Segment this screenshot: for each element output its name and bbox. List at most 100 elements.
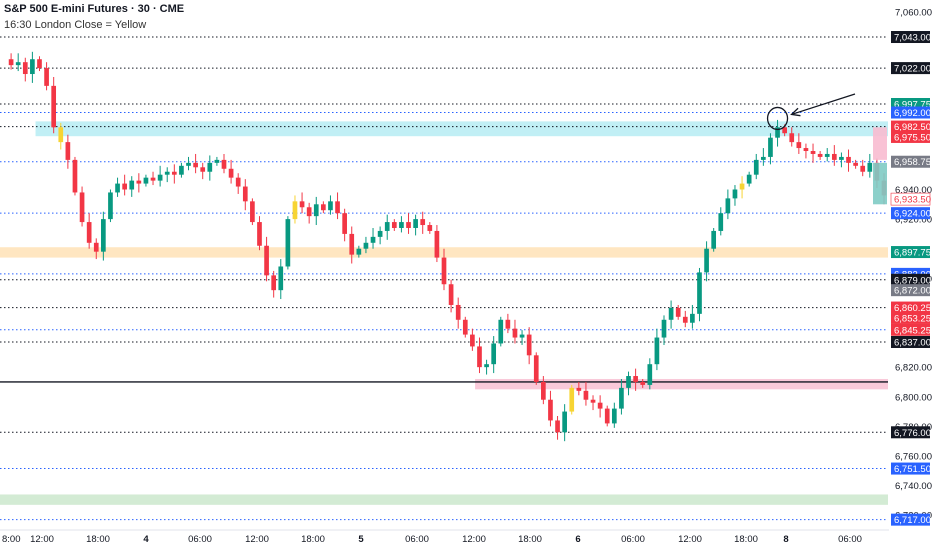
time-tick-label: 12:00	[245, 534, 269, 545]
candle-body-65	[462, 319, 468, 335]
price-tag-label-11: 6,879.00	[894, 275, 931, 286]
price-tick-label: 6,940.00	[895, 185, 932, 196]
time-tick-label: 06:00	[188, 534, 212, 545]
time-tick-label: 8	[783, 534, 788, 545]
candle-body-2	[15, 62, 21, 66]
candle-body-54	[384, 222, 390, 231]
candle-body-53	[377, 230, 383, 237]
time-tick-label: 06:00	[838, 534, 862, 545]
price-tag-5	[891, 130, 930, 143]
candle-body-37	[264, 245, 269, 276]
time-tick-label: 8:00	[2, 534, 21, 545]
candle-body-92	[654, 337, 660, 365]
candle-body-57	[406, 222, 411, 228]
price-tag-label-14: 6,853.25	[894, 313, 931, 324]
price-tag-12	[891, 284, 930, 297]
candle-body-44	[313, 204, 319, 217]
price-tag-14	[891, 311, 930, 324]
candle-body-69	[491, 343, 497, 365]
chart-subtitle: 16:30 London Close = Yellow	[4, 19, 147, 31]
candle-body-97	[690, 313, 695, 323]
candle-body-18	[129, 180, 135, 190]
price-tag-7	[890, 192, 931, 206]
price-tag-label-6: 6,958.75	[894, 157, 931, 168]
candle-body-52	[370, 236, 376, 243]
price-tag-13	[891, 301, 930, 314]
candle-body-46	[328, 201, 333, 211]
candle-body-99	[704, 248, 709, 273]
candle-body-68	[484, 364, 489, 368]
price-tag-label-12: 6,872.00	[894, 286, 931, 297]
price-tag-label-3: 6,992.00	[894, 108, 931, 119]
zone-green	[0, 494, 888, 505]
candle-body-86	[611, 408, 617, 424]
candle-body-6	[44, 68, 49, 86]
candle-body-78	[555, 420, 560, 433]
candle-body-67	[477, 346, 482, 368]
candle-body-20	[143, 177, 149, 184]
candles-layer	[8, 51, 887, 442]
candle-body-32	[228, 168, 234, 178]
time-tick-label: 5	[358, 534, 364, 545]
time-tick-label: 18:00	[518, 534, 542, 545]
candle-body-47	[335, 201, 340, 214]
zones-layer	[0, 121, 888, 505]
chart-title: S&P 500 E-mini Futures · 30 · CME	[4, 3, 185, 15]
candle-body-10	[72, 159, 78, 193]
candle-body-39	[278, 266, 284, 291]
candle-body-104	[739, 183, 745, 190]
price-axis[interactable]: 7,060.006,940.006,920.006,880.006,820.00…	[889, 0, 932, 550]
candle-body-91	[647, 364, 653, 385]
price-tag-label-7: 6,933.50	[894, 195, 931, 206]
candle-body-89	[633, 376, 638, 382]
candle-body-8	[58, 127, 64, 143]
candle-body-94	[668, 307, 674, 320]
last-range-pink	[873, 127, 887, 160]
candle-body-45	[321, 204, 326, 211]
candle-body-115	[817, 153, 823, 157]
price-tag-label-16: 6,837.00	[894, 337, 931, 348]
time-tick-label: 18:00	[734, 534, 758, 545]
time-axis[interactable]: 8:00 12:00 18:00 4 06:00 12:00 18:00 5 06:00 12:0…	[0, 529, 889, 545]
candle-body-81	[576, 387, 582, 391]
time-tick-label: 18:00	[301, 534, 325, 545]
price-tag-6	[891, 155, 930, 168]
candle-body-101	[718, 213, 724, 231]
price-tag-label-15: 6,845.25	[894, 325, 931, 336]
time-tick-label: 12:00	[462, 534, 486, 545]
candle-body-108	[768, 137, 773, 157]
candle-body-109	[775, 127, 780, 138]
candle-body-31	[221, 159, 227, 169]
candle-body-26	[186, 162, 191, 166]
price-tag-label-4: 6,982.50	[894, 122, 931, 133]
last-range-green	[873, 162, 887, 205]
time-tick-label: 18:00	[86, 534, 110, 545]
candle-body-64	[455, 304, 461, 320]
candle-body-15	[108, 192, 113, 220]
candle-body-38	[271, 275, 277, 291]
candle-body-55	[391, 222, 397, 228]
price-tick-label: 7,060.00	[895, 7, 932, 18]
candle-body-63	[448, 284, 454, 305]
candle-body-36	[257, 222, 262, 246]
candle-body-40	[285, 219, 291, 267]
candle-body-48	[342, 213, 347, 234]
candle-body-16	[115, 183, 120, 193]
price-tag-18	[891, 462, 930, 475]
candle-body-21	[150, 177, 156, 181]
zone-pink	[475, 378, 888, 390]
time-tick-label: 6	[575, 534, 580, 545]
price-tag-8	[891, 207, 930, 220]
price-tag-19	[891, 513, 930, 526]
candle-body-121	[860, 165, 866, 172]
candle-body-58	[413, 219, 418, 228]
price-tag-9	[891, 246, 930, 259]
candle-body-114	[810, 151, 816, 154]
price-tag-label-2: 6,997.75	[894, 100, 931, 111]
price-tag-0	[891, 31, 930, 44]
candle-body-83	[590, 399, 596, 403]
candle-body-11	[79, 192, 85, 223]
price-tag-label-5: 6,975.50	[894, 132, 931, 143]
candle-body-93	[661, 319, 667, 338]
